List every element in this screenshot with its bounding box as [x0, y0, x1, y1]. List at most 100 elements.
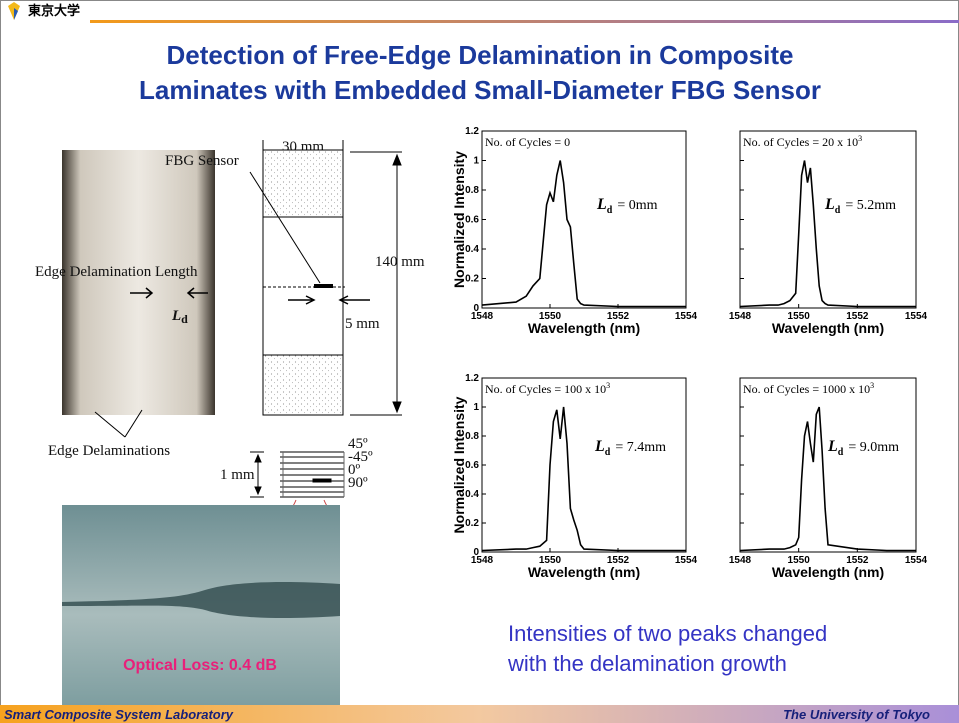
- cycles-text: No. of Cycles = 1000 x 10: [743, 382, 870, 396]
- x-tick-label: 1550: [539, 311, 562, 322]
- x-tick-label: 1552: [846, 311, 869, 322]
- cycles-sup: 3: [858, 134, 862, 143]
- y-tick-label: 0.6: [465, 460, 479, 471]
- y-tick-label: 0.6: [465, 215, 479, 226]
- dimension: [250, 451, 264, 498]
- x-tick-label: 1548: [729, 311, 752, 322]
- header-rule: [90, 20, 959, 23]
- logo-icon: [14, 8, 18, 20]
- y-tick-label: 0.8: [465, 185, 479, 196]
- y-tick-label: 0: [473, 303, 479, 314]
- x-tick-label: 1548: [471, 555, 494, 566]
- spectrum-line: [481, 406, 686, 552]
- delamination-label: Ld = 5.2mm: [824, 196, 896, 216]
- cycles-sup: 3: [606, 381, 610, 390]
- delamination-label: Ld = 0mm: [596, 196, 658, 216]
- y-tick-label: 0: [473, 547, 479, 558]
- label: FBG Sensor: [165, 153, 239, 169]
- x-tick-label: 1552: [846, 555, 869, 566]
- y-tick-label: 1: [473, 156, 479, 167]
- ld-symbol: L: [596, 196, 607, 213]
- ld-symbol: L: [827, 438, 838, 455]
- x-axis-label: Wavelength (nm): [528, 564, 640, 580]
- y-tick-label: 0.8: [465, 431, 479, 442]
- cycles-text: No. of Cycles = 0: [485, 135, 570, 149]
- x-tick-label: 1548: [471, 311, 494, 322]
- logo-text: 東京大学: [28, 3, 80, 18]
- y-axis-label: Normalized Intensity: [451, 396, 467, 533]
- conclusion: Intensities of two peaks changed: [508, 621, 827, 646]
- cycles-text: No. of Cycles = 20 x 10: [743, 135, 858, 149]
- y-tick-label: 1.2: [465, 126, 479, 137]
- cycles-label: No. of Cycles = 20 x 103: [743, 134, 862, 149]
- title: Detection of Free-Edge Delamination in C…: [167, 40, 794, 70]
- label: 140 mm: [375, 254, 425, 270]
- conclusion: with the delamination growth: [507, 651, 787, 676]
- symbol-sub: d: [181, 312, 188, 326]
- ld-sub: d: [835, 205, 841, 216]
- tab: [262, 149, 344, 218]
- ld-sub: d: [605, 447, 611, 458]
- footer-left: Smart Composite System Laboratory: [4, 707, 234, 722]
- leader: [94, 409, 143, 438]
- ld-text: = 7.4mm: [615, 440, 666, 455]
- x-tick-label: 1550: [539, 555, 562, 566]
- cycles-label: No. of Cycles = 100 x 103: [485, 381, 610, 396]
- ld-sub: d: [607, 205, 613, 216]
- x-tick-label: 1554: [905, 311, 928, 322]
- delamination-label: Ld = 7.4mm: [594, 438, 666, 458]
- label: Edge Delaminations: [48, 443, 170, 459]
- ld-symbol: L: [824, 196, 835, 213]
- footer-right: The University of Tokyo: [783, 707, 930, 722]
- x-tick-label: 1554: [675, 311, 698, 322]
- cycles-label: No. of Cycles = 1000 x 103: [743, 381, 874, 396]
- y-tick-label: 0.4: [465, 244, 479, 255]
- y-tick-label: 0.4: [465, 489, 479, 500]
- arrow: [130, 287, 208, 299]
- ply-label: 45º: [348, 436, 368, 452]
- x-tick-label: 1548: [729, 555, 752, 566]
- title: Laminates with Embedded Small-Diameter F…: [139, 75, 821, 105]
- ld-sub: d: [838, 447, 844, 458]
- y-axis-label: Normalized Intensity: [451, 151, 467, 288]
- x-axis-label: Wavelength (nm): [528, 320, 640, 336]
- label: 1 mm: [220, 467, 255, 483]
- spectrum-line: [739, 406, 916, 552]
- label: Edge Delamination Length: [35, 264, 198, 280]
- fiber: [62, 582, 340, 618]
- ply-label: 90º: [348, 475, 368, 491]
- x-tick-label: 1550: [788, 555, 811, 566]
- arrow: [288, 295, 370, 305]
- footer-bar: [0, 705, 959, 723]
- delamination-label: Ld = 9.0mm: [827, 438, 899, 458]
- cycles-text: No. of Cycles = 100 x 10: [485, 382, 606, 396]
- symbol: Ld: [171, 308, 188, 326]
- y-tick-label: 1: [473, 402, 479, 413]
- x-tick-label: 1552: [607, 555, 630, 566]
- specimen-photo: [62, 150, 215, 415]
- symbol-main: L: [171, 308, 181, 324]
- x-tick-label: 1554: [905, 555, 928, 566]
- ply-label: -45º: [348, 449, 373, 465]
- ld-text: = 9.0mm: [848, 440, 899, 455]
- y-tick-label: 0.2: [465, 518, 479, 529]
- spectrum-line: [739, 160, 916, 308]
- x-axis-label: Wavelength (nm): [772, 564, 884, 580]
- x-tick-label: 1552: [607, 311, 630, 322]
- x-tick-label: 1554: [675, 555, 698, 566]
- y-tick-label: 1.2: [465, 373, 479, 384]
- charts: 0 0.2 0.4 0.6 0.8 1 1.2 1548 1550 1552 1554 Wavelen…: [451, 126, 928, 580]
- cycles-label: No. of Cycles = 0: [485, 135, 570, 149]
- cycles-sup: 3: [870, 381, 874, 390]
- ld-text: = 5.2mm: [845, 198, 896, 213]
- ply-label: 0º: [348, 462, 361, 478]
- spectrum-line: [481, 160, 686, 308]
- x-tick-label: 1550: [788, 311, 811, 322]
- leader: [249, 171, 321, 284]
- label: 5 mm: [345, 316, 380, 332]
- ld-text: = 0mm: [617, 198, 657, 213]
- x-axis-label: Wavelength (nm): [772, 320, 884, 336]
- dimension: [350, 151, 402, 416]
